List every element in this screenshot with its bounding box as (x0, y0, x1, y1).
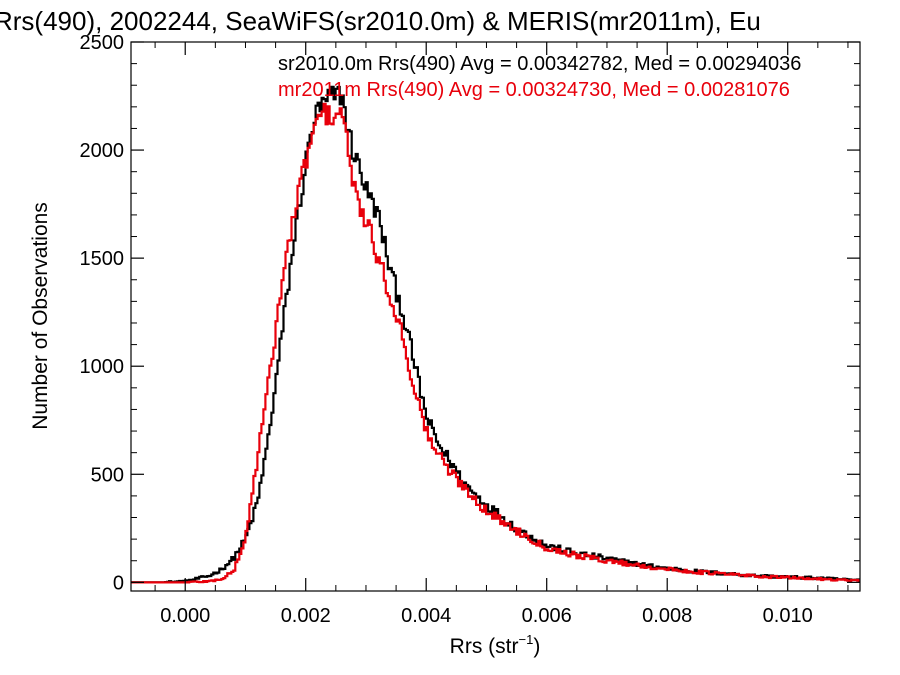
y-tick-label: 2500 (80, 32, 125, 54)
x-tick-label: 0.010 (763, 605, 813, 627)
y-axis-label: Number of Observations (29, 202, 52, 430)
x-tick-label: 0.002 (281, 605, 331, 627)
chart-title: Rrs(490), 2002244, SeaWiFS(sr2010.0m) & … (0, 6, 761, 36)
y-tick-label: 1500 (80, 248, 125, 270)
x-axis-label-suffix: ) (533, 635, 540, 658)
plot-frame (130, 41, 861, 592)
series-line-mr2011m (131, 102, 861, 584)
y-tick-label: 500 (91, 464, 124, 486)
legend-entry-sr2010: sr2010.0m Rrs(490) Avg = 0.00342782, Med… (278, 53, 801, 75)
x-axis-label-sup: −1 (519, 632, 534, 647)
y-tick-label: 2000 (80, 140, 125, 162)
legend-entry-mr2011: mr2011m Rrs(490) Avg = 0.00324730, Med =… (278, 79, 790, 101)
x-axis-label: Rrs (str−1) (450, 632, 541, 658)
x-tick-label: 0.008 (642, 605, 692, 627)
x-tick-label: 0.000 (160, 605, 210, 627)
x-tick-label: 0.006 (522, 605, 572, 627)
series-line-sr2010-0m (131, 85, 861, 584)
x-axis-label-text: Rrs (str (450, 635, 519, 658)
x-tick-label: 0.004 (401, 605, 451, 627)
ticks-layer: 0.000 0.002 0.004 0.006 0.008 0.010 0 500 1000 15… (80, 32, 860, 627)
y-tick-label: 1000 (80, 356, 125, 378)
y-tick-label: 0 (113, 572, 124, 594)
series-layer (131, 85, 861, 584)
